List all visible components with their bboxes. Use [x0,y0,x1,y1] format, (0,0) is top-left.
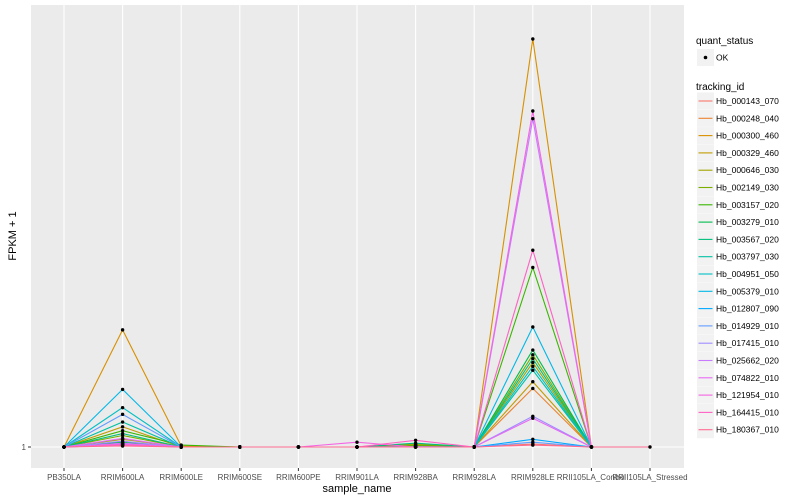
legend-label: Hb_000329_460 [716,148,779,158]
legend-label: Hb_180367_010 [716,425,779,435]
legend-point-symbol [703,55,708,60]
legend-label: Hb_017415_010 [716,338,779,348]
data-point [531,386,535,391]
data-point [120,431,125,436]
data-point [120,405,125,410]
data-point [531,443,535,447]
data-point [531,356,535,361]
data-point [120,387,125,392]
x-axis-title: sample_name [322,483,391,495]
legend-label: Hb_000143_070 [716,96,779,106]
data-point [120,436,125,441]
x-tick-label: RRIM928LA [452,473,496,482]
quant-status-legend: quant_status OK [696,36,753,66]
data-point [531,116,535,121]
legend-label: Hb_005379_010 [716,286,779,296]
data-point [531,109,535,113]
legend-label: Hb_000248_040 [716,113,779,123]
data-point [531,440,535,444]
x-tick-label: RRIM600SE [218,473,262,482]
legend-label: Hb_003157_020 [716,200,779,210]
data-point [648,445,652,449]
data-point [120,428,125,433]
data-point [531,364,535,369]
tracking-id-legend-title: tracking_id [696,82,744,93]
data-point [62,445,66,449]
data-point [355,440,359,444]
legend-label: Hb_002149_030 [716,183,779,193]
series-lines [63,38,650,448]
quant-status-legend-title: quant_status [696,36,753,47]
data-point [589,445,594,449]
data-point [531,37,535,41]
legend-label: Hb_000300_460 [716,131,779,141]
legend-label: Hb_164415_010 [716,407,779,417]
data-point [531,380,535,384]
data-point [531,360,535,365]
data-point [179,445,183,449]
data-point [531,368,535,372]
data-point [120,425,125,429]
data-point [238,445,242,449]
legend-label: Hb_004951_050 [716,269,779,279]
data-point [531,416,535,420]
data-point [531,437,535,442]
legend-label: Hb_121954_010 [716,390,779,400]
data-point [355,445,359,449]
x-tick-label: RRII105LA_Stressed [612,473,687,482]
legend-label: Hb_003567_020 [716,234,779,244]
data-point [531,248,535,252]
legend-label: Hb_003279_010 [716,217,779,227]
x-tick-label: RRIM600PE [276,473,320,482]
x-tick-label: RRII105LA_Control [557,473,627,482]
x-tick-label: PB350LA [47,473,81,482]
tracking-id-legend: tracking_id Hb_000143_070 Hb_000248_040 Hb… [696,82,779,439]
x-axis-ticks: PB350LA RRIM600LA RRIM600LE RRIM600SE RRIM60… [47,468,688,482]
x-tick-label: RRIM600LA [101,473,145,482]
data-point [120,420,125,424]
data-point [296,445,301,449]
data-point [531,348,535,352]
data-point [413,438,418,442]
y-tick-label: 1 [22,443,27,452]
x-tick-label: RRIM901LA [335,473,379,482]
data-point [531,353,535,357]
legend-label: Hb_003797_030 [716,252,779,262]
x-tick-label: RRIM928BA [393,473,438,482]
y-axis-title: FPKM + 1 [7,211,19,260]
data-point [120,328,125,332]
x-tick-label: RRIM928LE [511,473,555,482]
legend-label: Hb_000646_030 [716,165,779,175]
data-point [472,445,476,449]
legend-label: Hb_074822_010 [716,373,779,383]
data-point [413,445,418,449]
x-tick-label: RRIM600LE [159,473,203,482]
y-axis-ticks: 1 [22,443,31,452]
data-point [531,325,535,329]
data-point [120,412,125,417]
data-point [413,441,418,445]
legend-label: Hb_014929_010 [716,321,779,331]
legend-label: Hb_012807_090 [716,304,779,314]
series-points [62,37,652,449]
data-point [531,265,535,270]
data-point [120,444,125,448]
legend-label: Hb_025662_020 [716,356,779,366]
legend-label: OK [716,53,729,63]
grid-lines [31,5,684,468]
